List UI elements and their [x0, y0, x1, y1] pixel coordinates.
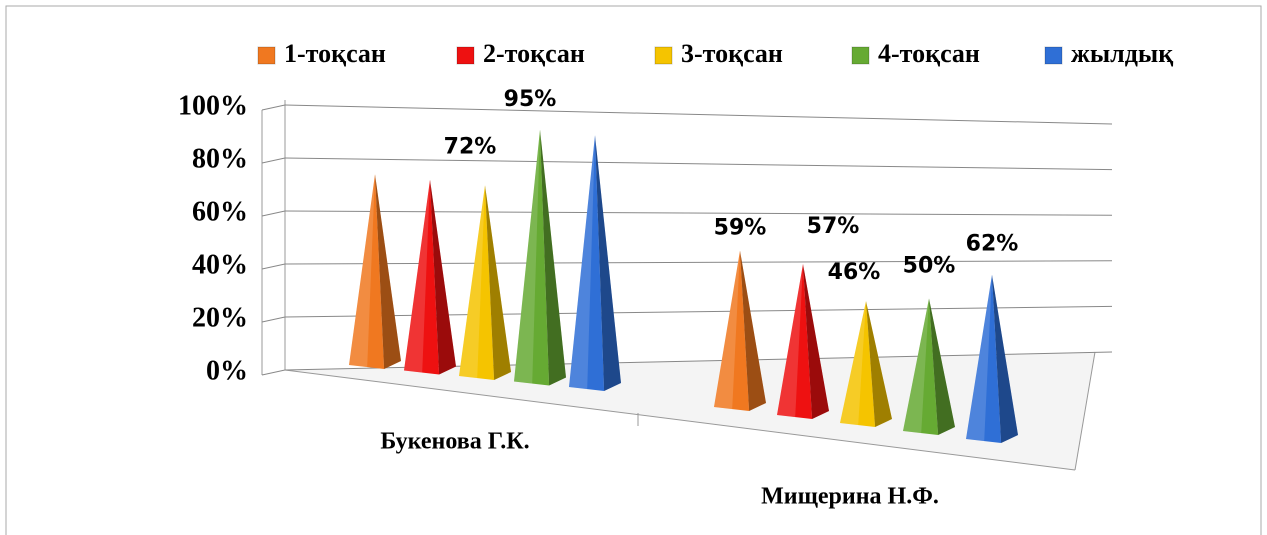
pyramid	[777, 263, 829, 419]
pyramid-front	[514, 129, 550, 386]
side-grid-line	[261, 104, 286, 111]
floor-edge	[1074, 351, 1096, 471]
legend-swatch	[257, 46, 276, 65]
pyramid-shade	[929, 298, 955, 435]
pyramid-side	[540, 129, 566, 386]
pyramid-highlight	[966, 274, 992, 441]
pyramid-side	[803, 263, 829, 419]
value-label: 62%	[966, 232, 1019, 257]
pyramid	[569, 135, 621, 391]
legend-label: 2-тоқсан	[483, 39, 585, 68]
pyramid	[714, 250, 766, 411]
floor-edge	[284, 369, 1076, 471]
pyramid-side	[375, 174, 401, 369]
pyramid-front	[840, 301, 876, 427]
pyramid-highlight	[714, 250, 740, 409]
value-label: 59%	[714, 216, 767, 241]
value-label: 46%	[828, 260, 881, 285]
legend-swatch	[654, 46, 673, 65]
pyramid	[514, 129, 566, 386]
value-label: 95%	[504, 87, 557, 112]
y-tick-label: 20%	[192, 302, 248, 333]
pyramid-front	[569, 135, 605, 391]
pyramid-front	[714, 250, 750, 411]
pyramid-highlight	[404, 179, 430, 373]
legend-label: 3-тоқсан	[681, 39, 783, 68]
legend-swatch	[851, 46, 870, 65]
legend-swatch	[456, 46, 475, 65]
pyramid-highlight	[569, 135, 595, 389]
pyramid-shade	[866, 301, 892, 427]
pyramid-shade	[740, 250, 766, 411]
pyramid-side	[992, 274, 1018, 443]
side-grid-line	[261, 157, 286, 164]
side-grid-line	[261, 316, 286, 323]
y-tick-label: 40%	[192, 249, 248, 280]
side-grid-line	[261, 369, 286, 376]
pyramid-shade	[430, 179, 456, 375]
category-label: Мищерина Н.Ф.	[761, 484, 939, 510]
value-label: 50%	[903, 254, 956, 279]
pyramid	[459, 185, 511, 380]
chart-border	[5, 5, 1262, 535]
pyramid	[840, 301, 892, 427]
pyramid-highlight	[840, 301, 866, 425]
side-grid-line	[261, 210, 286, 217]
pyramid-front	[777, 263, 813, 419]
pyramid-shade	[803, 263, 829, 419]
pyramid-shade	[375, 174, 401, 369]
y-tick-label: 60%	[192, 196, 248, 227]
legend-swatch	[1044, 46, 1063, 65]
pyramid-front	[404, 179, 440, 375]
category-label: Букенова Г.К.	[380, 429, 529, 455]
pyramid-side	[485, 185, 511, 380]
pyramid-front	[966, 274, 1002, 443]
pyramid-side	[740, 250, 766, 411]
grid-line	[284, 260, 1113, 265]
pyramid-highlight	[459, 185, 485, 378]
grid-line	[284, 104, 1113, 125]
pyramid-side	[430, 179, 456, 375]
pyramid-highlight	[903, 298, 929, 433]
pyramid-shade	[992, 274, 1018, 443]
y-tick-label: 100%	[178, 90, 248, 121]
pyramid-side	[595, 135, 621, 391]
pyramid-shade	[485, 185, 511, 380]
pyramid	[966, 274, 1018, 443]
pyramid-highlight	[514, 129, 540, 384]
pyramid-highlight	[777, 263, 803, 417]
legend-label: 1-тоқсан	[284, 39, 386, 68]
side-grid-line	[261, 263, 286, 270]
legend-label: 4-тоқсан	[878, 39, 980, 68]
y-tick-label: 0%	[206, 355, 248, 386]
pyramid	[349, 174, 401, 369]
pyramid-front	[903, 298, 939, 435]
pyramid-front	[349, 174, 385, 369]
grid-line	[284, 210, 1113, 216]
pyramid-shade	[595, 135, 621, 391]
pyramid-highlight	[349, 174, 375, 367]
legend-label: жылдық	[1071, 39, 1173, 68]
grid-line	[284, 157, 1113, 171]
pyramid	[903, 298, 955, 435]
value-label: 72%	[444, 135, 497, 160]
pyramid	[404, 179, 456, 375]
value-label: 57%	[807, 214, 860, 239]
y-tick-label: 80%	[192, 143, 248, 174]
pyramid-shade	[540, 129, 566, 386]
pyramid-side	[929, 298, 955, 435]
floor	[285, 352, 1095, 470]
pyramid-side	[866, 301, 892, 427]
pyramid-front	[459, 185, 495, 380]
